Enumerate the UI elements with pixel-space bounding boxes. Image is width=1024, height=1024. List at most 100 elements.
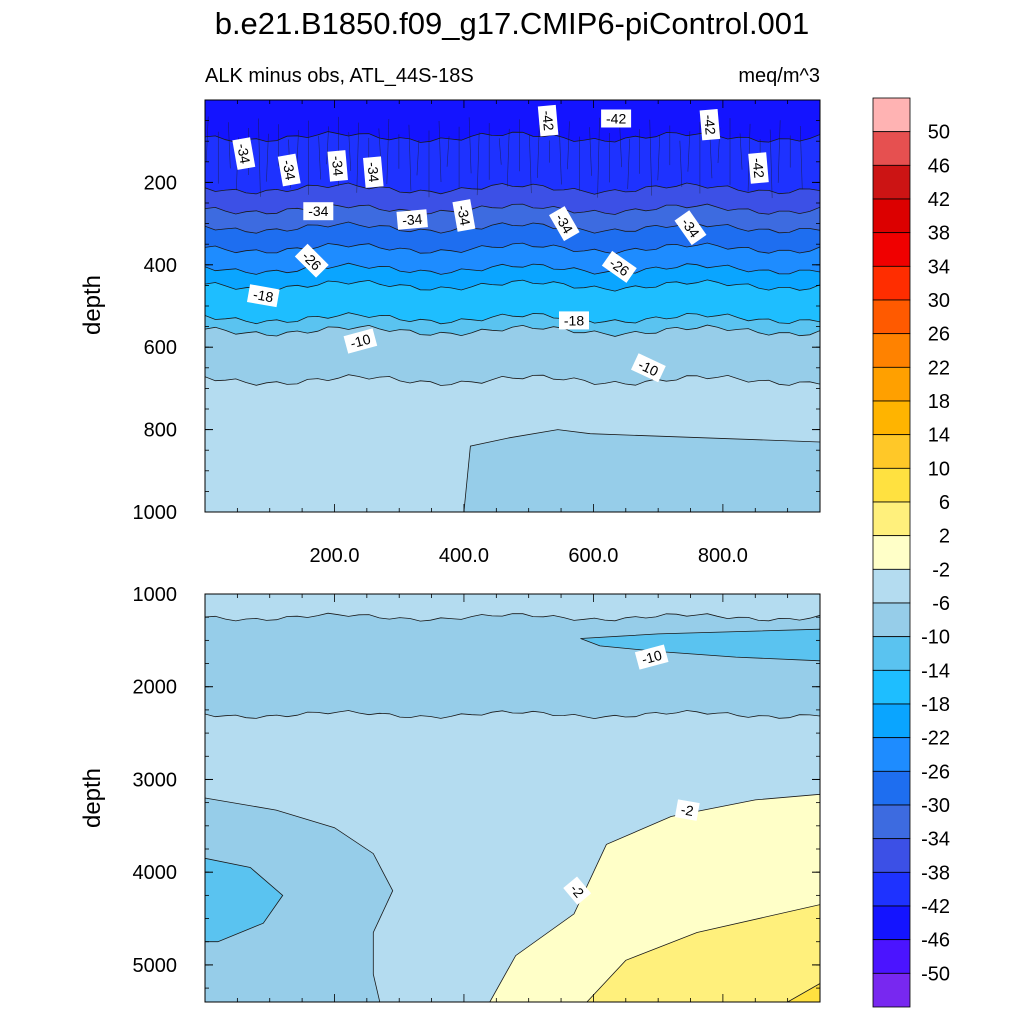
colorbar-swatch	[872, 434, 911, 469]
colorbar-swatch	[872, 164, 911, 200]
colorbar-swatch	[872, 366, 911, 402]
contour-line	[777, 120, 781, 183]
svg-text:-10: -10	[636, 356, 661, 379]
x-tick-label: 600.0	[568, 545, 618, 567]
x-tick-label: 400.0	[439, 545, 489, 567]
y-tick-label: 2000	[133, 677, 178, 699]
colorbar-swatch	[872, 804, 911, 840]
colorbar-swatch	[872, 737, 911, 772]
contour-line	[318, 135, 321, 180]
contour-line	[386, 118, 390, 185]
colorbar-label: 18	[928, 391, 950, 413]
svg-text:-10: -10	[349, 331, 373, 352]
contour-band	[205, 243, 820, 275]
contour-line	[205, 710, 820, 720]
colorbar-label: 50	[928, 122, 950, 144]
colorbar-swatch	[872, 501, 911, 537]
contour-label: -18	[559, 311, 589, 330]
contour-line	[649, 119, 653, 196]
contour-band	[205, 613, 820, 719]
contour-label: -10	[631, 353, 666, 383]
contour-line	[589, 127, 592, 176]
colorbar-label: 38	[928, 223, 950, 245]
contour-band	[205, 312, 820, 337]
svg-text:-10: -10	[640, 647, 664, 668]
colorbar-swatch	[872, 232, 911, 267]
contour-label: -42	[699, 108, 721, 141]
contour-line	[228, 122, 231, 169]
contour-line	[567, 121, 570, 170]
contour-label: -2	[674, 799, 700, 821]
colorbar-swatch	[872, 972, 911, 1008]
contour-line	[205, 612, 820, 622]
contour-label: -34	[277, 153, 301, 187]
contour-line	[559, 130, 562, 185]
colorbar-swatch	[872, 535, 911, 570]
contour-line	[205, 312, 820, 325]
colorbar-swatch	[872, 770, 911, 806]
contour-line	[799, 125, 803, 190]
contour-label: -34	[452, 199, 476, 232]
contour-line	[537, 125, 540, 178]
contour-band	[205, 222, 820, 254]
svg-text:-42: -42	[539, 110, 557, 132]
upper-right-subtitle: meq/m^3	[738, 65, 820, 87]
svg-text:-18: -18	[564, 312, 584, 328]
contour-line	[356, 122, 360, 193]
contour-line	[769, 129, 773, 199]
colorbar-label: 22	[928, 357, 950, 379]
colorbar-swatch	[872, 265, 911, 301]
contour-label: -34	[396, 209, 428, 230]
contour-line	[739, 133, 743, 170]
y-tick-label: 600	[144, 337, 177, 359]
contour-region	[586, 904, 820, 1002]
contour-label: -34	[327, 150, 348, 182]
colorbar-label: -46	[921, 930, 950, 952]
colorbar-label: 26	[928, 324, 950, 346]
colorbar-swatch	[872, 636, 911, 671]
svg-text:-34: -34	[280, 159, 299, 182]
contour-line	[476, 132, 480, 196]
colorbar-swatch	[872, 905, 911, 941]
contour-line	[498, 138, 502, 165]
upper-contour-panel: -34-34 -34 -34-34 -34 -34 -34 -34-42 -42 -42-42-…	[133, 99, 821, 567]
contour-region	[580, 628, 820, 662]
colorbar-label: 6	[939, 492, 950, 514]
upper-left-subtitle: ALK minus obs, ATL_44S-18S	[205, 65, 474, 87]
colorbar-label: -50	[921, 963, 950, 985]
colorbar-swatch	[872, 703, 911, 739]
colorbar-swatch	[872, 131, 911, 166]
y-tick-label: 400	[144, 255, 177, 277]
x-tick-label: 800.0	[698, 545, 748, 567]
contour-line	[657, 135, 661, 181]
contour-line	[446, 136, 450, 167]
colorbar-label: -18	[921, 694, 950, 716]
colorbar-swatch	[872, 198, 911, 234]
colorbar-label: 30	[928, 290, 950, 312]
svg-text:-42: -42	[606, 111, 626, 127]
contour-line	[205, 374, 820, 386]
contour-label: -34	[232, 137, 256, 170]
contour-band	[205, 183, 820, 215]
contour-band	[205, 204, 820, 234]
svg-text:-34: -34	[364, 161, 382, 183]
contour-label: -34	[303, 202, 334, 221]
svg-text:-18: -18	[252, 286, 275, 305]
colorbar-label: -34	[921, 829, 950, 851]
plot-frame	[204, 593, 821, 1003]
colorbar-swatch	[872, 299, 911, 335]
colorbar-label: -14	[921, 660, 950, 682]
contour-line	[619, 123, 622, 168]
colorbar-label: 2	[939, 526, 950, 548]
contour-band	[205, 263, 820, 292]
contour-line	[709, 137, 713, 179]
colorbar-label: -10	[921, 627, 950, 649]
svg-text:-2: -2	[680, 801, 695, 819]
x-tick-label: 200.0	[309, 545, 359, 567]
contour-label: -34	[363, 156, 384, 188]
colorbar-label: -2	[932, 559, 950, 581]
colorbar-label: -42	[921, 896, 950, 918]
contour-line	[468, 117, 472, 174]
colorbar-label: -22	[921, 728, 950, 750]
